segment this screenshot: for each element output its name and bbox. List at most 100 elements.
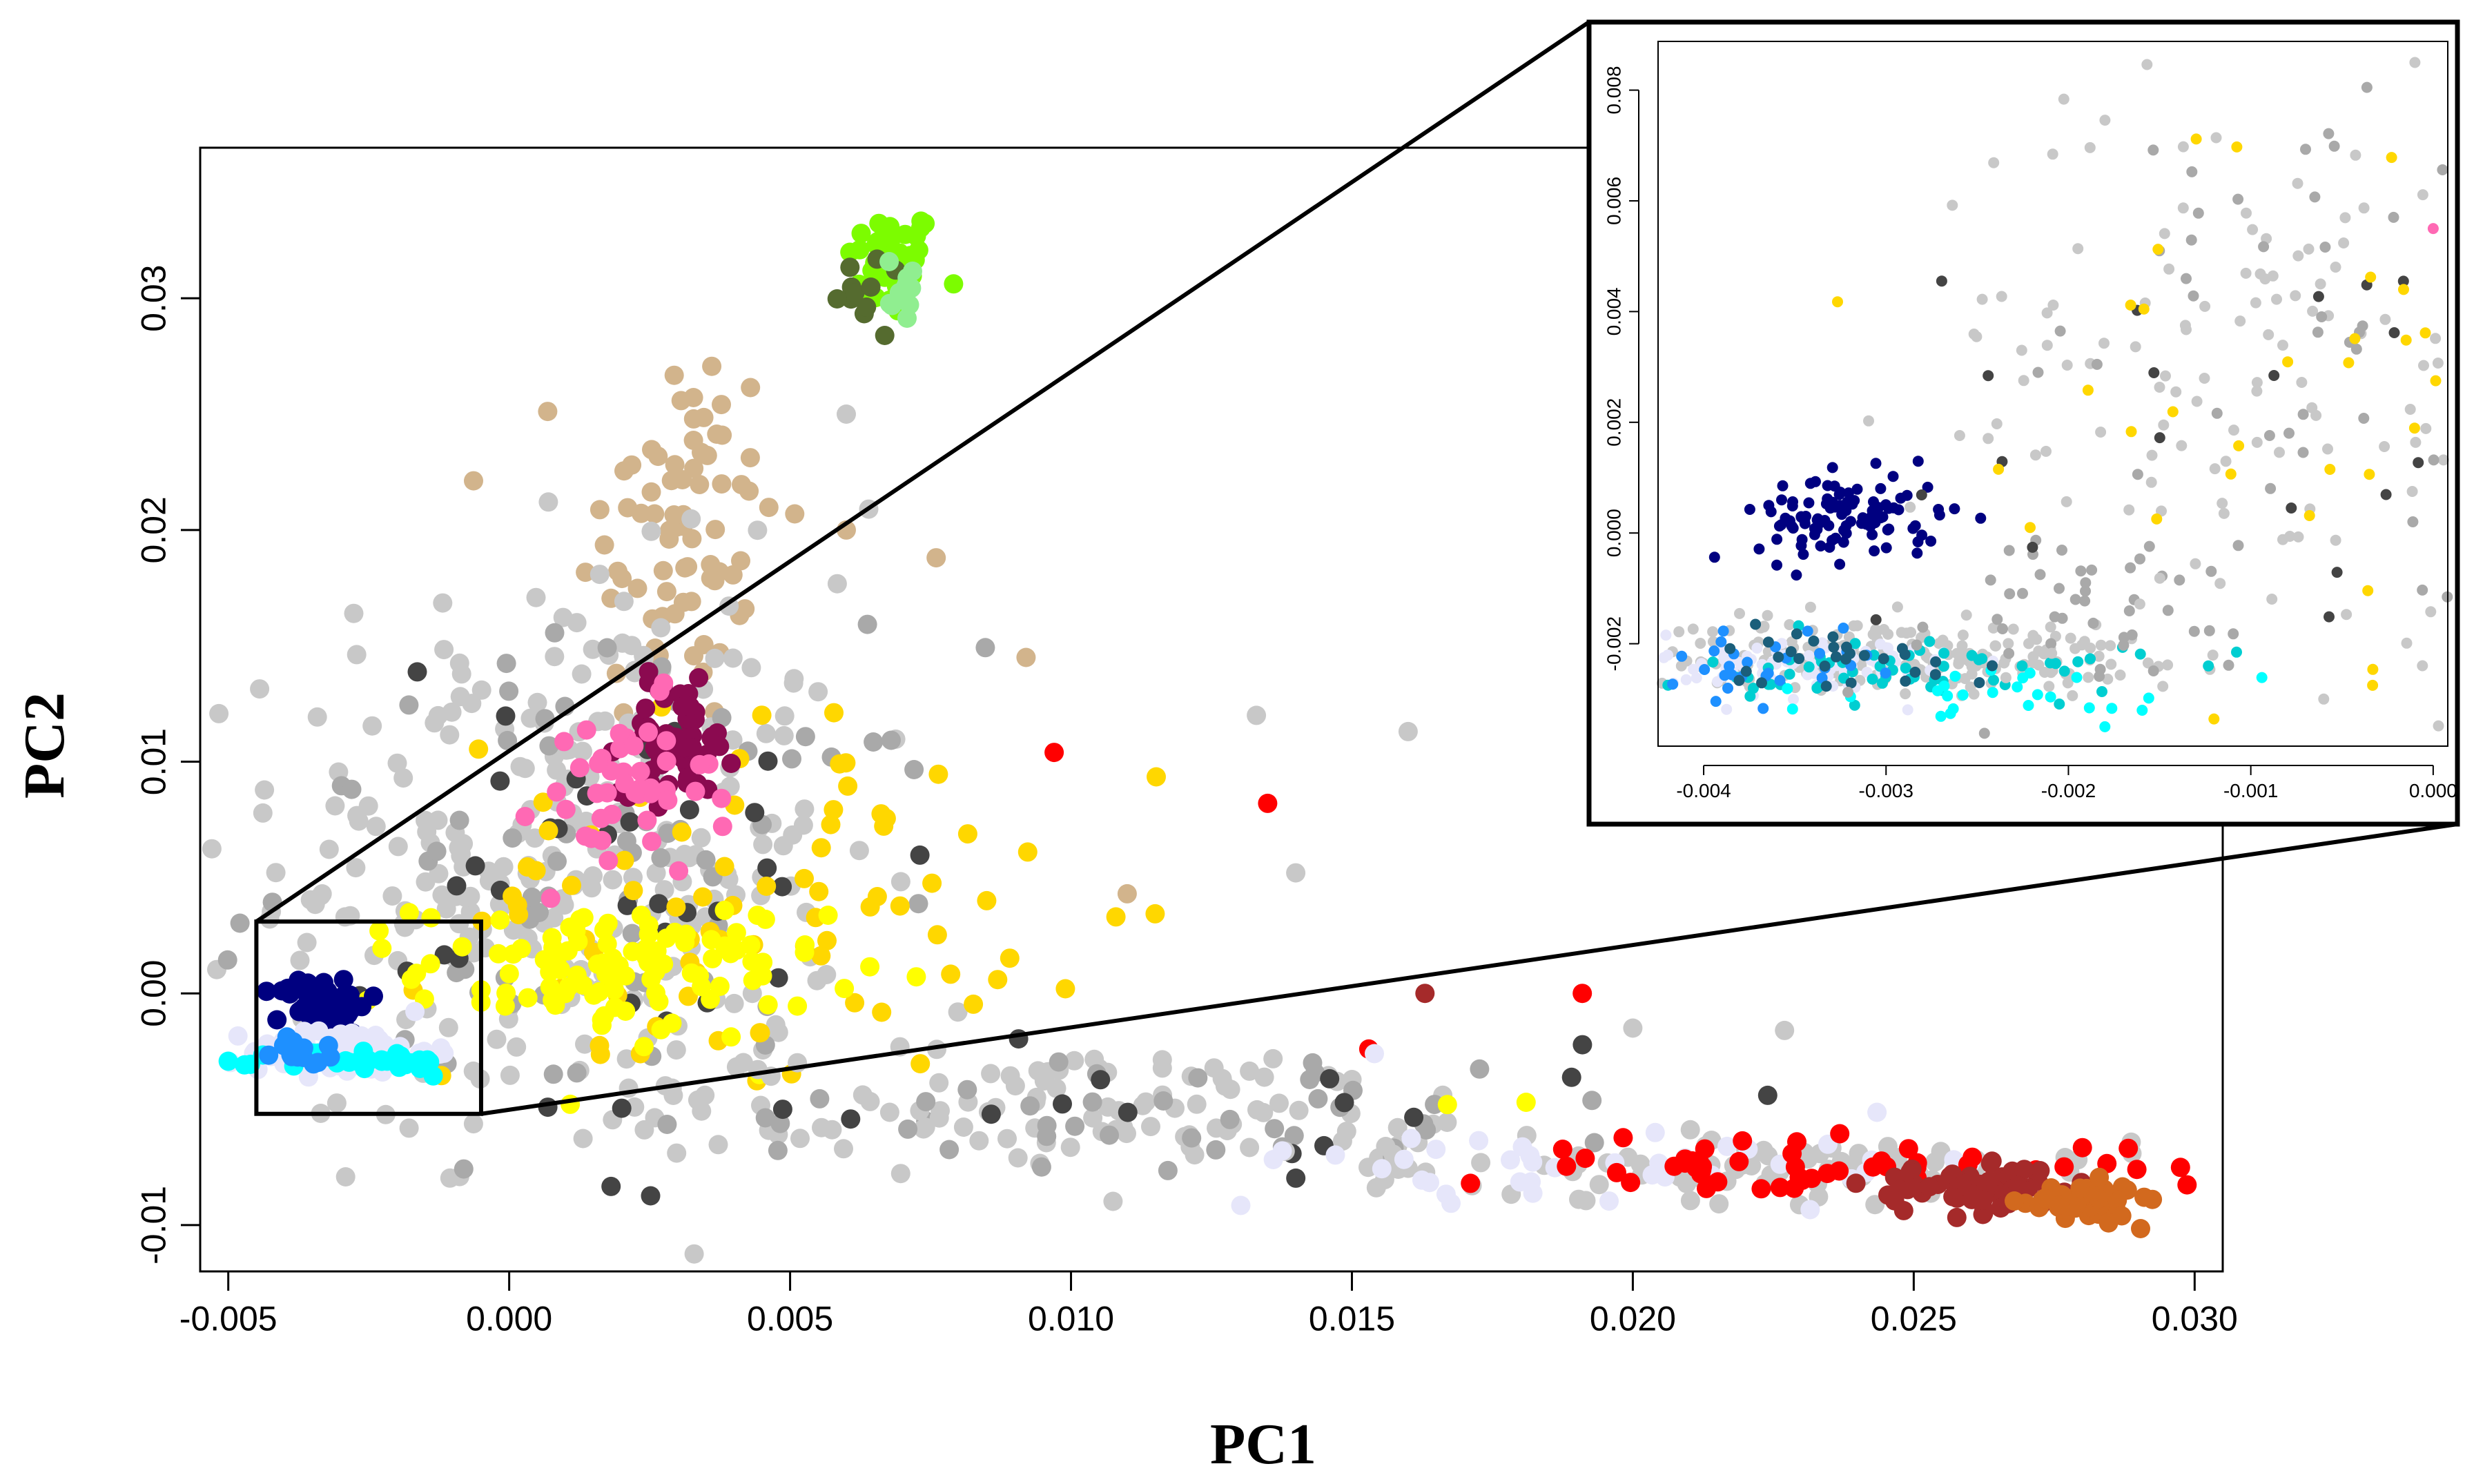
data-point (1982, 1151, 2002, 1171)
data-point (723, 648, 743, 668)
data-point (1893, 1200, 1913, 1220)
data-point (362, 716, 382, 736)
data-point (646, 863, 666, 883)
data-point (782, 749, 801, 769)
data-point (1795, 540, 1807, 551)
data-point (630, 761, 650, 781)
data-point (1461, 1173, 1481, 1193)
data-point (616, 1002, 636, 1021)
data-point (1106, 907, 1126, 927)
data-point (2282, 356, 2294, 368)
data-point (1916, 489, 1927, 500)
data-point (1800, 1200, 1820, 1220)
data-point (529, 903, 549, 922)
data-point (553, 607, 573, 627)
data-point (981, 1064, 1001, 1084)
data-point (369, 921, 389, 941)
data-point (1016, 647, 1036, 667)
x-tick-label: 0.030 (2152, 1300, 2238, 1338)
y-tick-label: 0.03 (135, 265, 173, 332)
data-point (2419, 327, 2431, 339)
data-point (1827, 462, 1838, 473)
data-point (2046, 647, 2058, 659)
data-point (202, 839, 222, 859)
data-point (1471, 1153, 1491, 1173)
data-point (838, 776, 858, 796)
main-points-layer (202, 211, 2197, 1264)
data-point (1777, 480, 1789, 491)
data-point (653, 560, 673, 580)
data-point (1782, 683, 1793, 694)
data-point (2274, 447, 2285, 458)
data-point (1991, 614, 2003, 625)
data-point (267, 1010, 287, 1030)
data-point (1621, 1173, 1641, 1193)
data-point (515, 807, 535, 826)
data-point (2054, 699, 2065, 710)
data-point (2072, 656, 2084, 667)
data-point (2050, 658, 2061, 670)
data-point (576, 720, 596, 740)
data-point (664, 505, 684, 525)
data-point (561, 1094, 581, 1114)
data-point (834, 1139, 853, 1159)
main-y-axis: -0.01 0.00 0.01 0.02 0.03 (135, 265, 202, 1265)
inset-outer-frame (1586, 19, 2460, 827)
data-point (543, 1064, 563, 1084)
data-point (1028, 1061, 1048, 1081)
data-point (598, 913, 618, 933)
data-point (496, 706, 516, 726)
data-point (1786, 703, 1798, 715)
data-point (2330, 534, 2341, 546)
data-point (1784, 1178, 1804, 1198)
data-point (2125, 562, 2136, 574)
data-point (2186, 166, 2198, 177)
data-point (589, 754, 609, 774)
data-point (1905, 501, 1916, 513)
data-point (399, 695, 419, 715)
data-point (1791, 628, 1802, 640)
data-point (1103, 1191, 1123, 1211)
data-point (465, 856, 485, 876)
data-point (1017, 842, 1038, 862)
data-point (581, 828, 601, 848)
data-point (857, 297, 877, 317)
data-point (689, 668, 709, 687)
data-point (2070, 1178, 2090, 1198)
data-point (1788, 694, 1799, 705)
data-point (2324, 464, 2336, 475)
data-point (1840, 653, 1851, 665)
data-point (705, 648, 725, 668)
data-point (1880, 542, 1892, 554)
data-point (2138, 303, 2150, 315)
data-point (817, 965, 837, 984)
data-point (827, 289, 847, 309)
data-point (2170, 386, 2182, 398)
data-point (2315, 278, 2326, 290)
data-point (436, 899, 456, 919)
data-point (2007, 623, 2019, 635)
data-point (490, 910, 510, 930)
data-point (2231, 646, 2242, 658)
data-point (617, 895, 637, 915)
data-point (1840, 520, 1852, 531)
data-point (2203, 660, 2214, 672)
data-point (2404, 404, 2416, 415)
data-point (701, 930, 721, 950)
data-point (685, 781, 705, 801)
data-point (1520, 1146, 1540, 1166)
data-point (2266, 594, 2278, 605)
data-point (712, 474, 732, 494)
data-point (788, 996, 808, 1016)
data-point (1911, 639, 1922, 651)
data-point (1470, 1059, 1490, 1079)
data-point (449, 838, 469, 858)
data-point (447, 876, 467, 896)
data-point (1658, 652, 1670, 663)
data-point (2154, 382, 2165, 393)
data-point (1900, 1162, 1920, 1182)
data-point (1258, 793, 1278, 813)
data-point (312, 884, 332, 904)
data-point (739, 481, 759, 501)
data-point (2408, 422, 2420, 434)
